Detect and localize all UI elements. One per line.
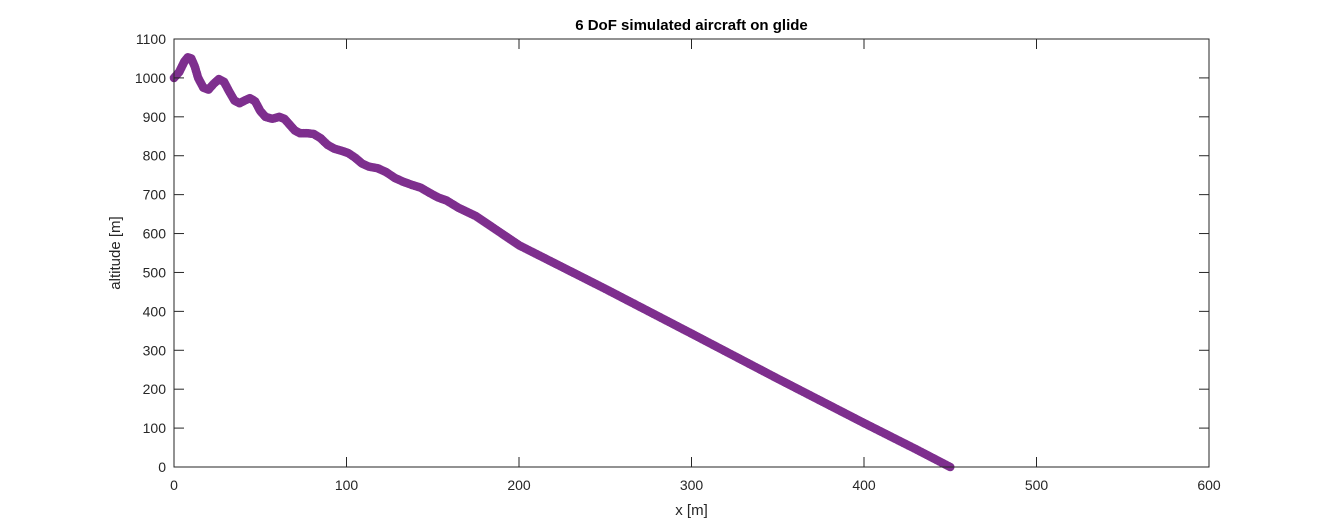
series-trajectory xyxy=(169,52,955,472)
y-tick-label: 300 xyxy=(143,342,167,358)
x-tick-label: 300 xyxy=(680,477,704,493)
x-tick-label: 500 xyxy=(1025,477,1049,493)
y-tick-label: 1100 xyxy=(136,31,166,47)
chart-title: 6 DoF simulated aircraft on glide xyxy=(575,17,808,34)
y-tick-label: 100 xyxy=(143,420,167,436)
plot-area xyxy=(174,39,1209,467)
x-axis-label: x [m] xyxy=(675,502,708,519)
y-tick-label: 500 xyxy=(143,264,167,280)
data-layer xyxy=(169,52,955,472)
x-tick-label: 600 xyxy=(1197,477,1221,493)
x-tick-label: 400 xyxy=(852,477,876,493)
y-tick-label: 700 xyxy=(143,187,167,203)
x-tick-label: 200 xyxy=(507,477,531,493)
tick-layer: 0 100 200 300 400 500 600 0 100 200 300 400 500 600 70… xyxy=(135,31,1221,493)
y-tick-label: 900 xyxy=(143,109,167,125)
y-tick-label: 400 xyxy=(143,303,167,319)
y-axis-label: altitude [m] xyxy=(107,216,124,289)
x-tick-label: 100 xyxy=(335,477,359,493)
y-tick-label: 0 xyxy=(158,459,166,475)
x-tick-label: 0 xyxy=(170,477,178,493)
y-tick-label: 600 xyxy=(143,226,167,242)
y-tick-label: 1000 xyxy=(135,70,166,86)
y-tick-label: 800 xyxy=(143,148,167,164)
y-tick-label: 200 xyxy=(143,381,167,397)
